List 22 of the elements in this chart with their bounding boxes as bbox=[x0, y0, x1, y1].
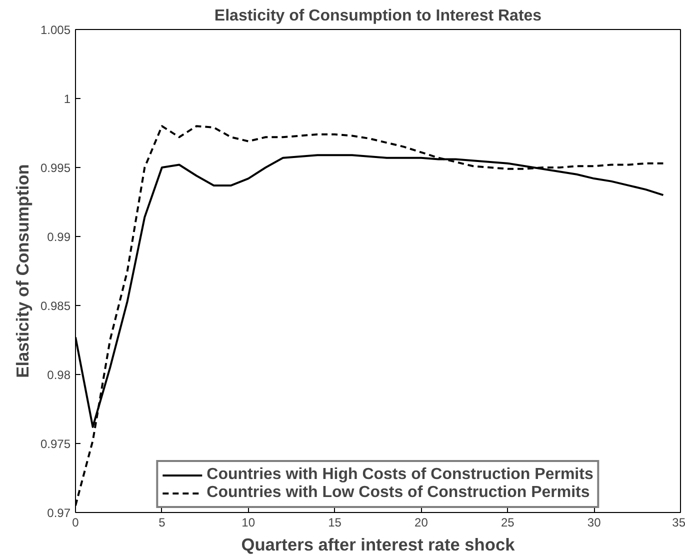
y-tick-label: 0.975 bbox=[40, 437, 71, 451]
y-tick-label: 0.995 bbox=[40, 161, 71, 175]
x-tick-label: 10 bbox=[242, 516, 256, 530]
y-tick-label: 1 bbox=[64, 92, 71, 106]
x-tick-label: 25 bbox=[500, 516, 515, 530]
y-tick-label: 1.005 bbox=[40, 23, 71, 37]
x-tick-label: 20 bbox=[414, 516, 428, 530]
legend-label: Countries with High Costs of Construction Permits bbox=[206, 466, 594, 484]
x-tick-label: 5 bbox=[158, 516, 166, 530]
legend-label: Countries with Low Costs of Construction Permits bbox=[206, 484, 590, 502]
x-tick-label: 30 bbox=[587, 516, 602, 530]
y-axis-title: Elasticity of Consumption bbox=[12, 164, 32, 378]
x-axis-title: Quarters after interest rate shock bbox=[241, 534, 516, 554]
y-tick-label: 0.99 bbox=[47, 230, 71, 244]
y-tick-label: 0.985 bbox=[40, 299, 71, 313]
chart-title: Elasticity of Consumption to Interest Rates bbox=[214, 8, 542, 24]
x-tick-label: 15 bbox=[328, 516, 342, 530]
y-tick-label: 0.97 bbox=[47, 506, 71, 520]
x-tick-label: 35 bbox=[672, 516, 685, 530]
y-tick-label: 0.98 bbox=[47, 368, 71, 382]
line-series bbox=[76, 125, 664, 507]
x-tick-label: 0 bbox=[72, 516, 80, 530]
